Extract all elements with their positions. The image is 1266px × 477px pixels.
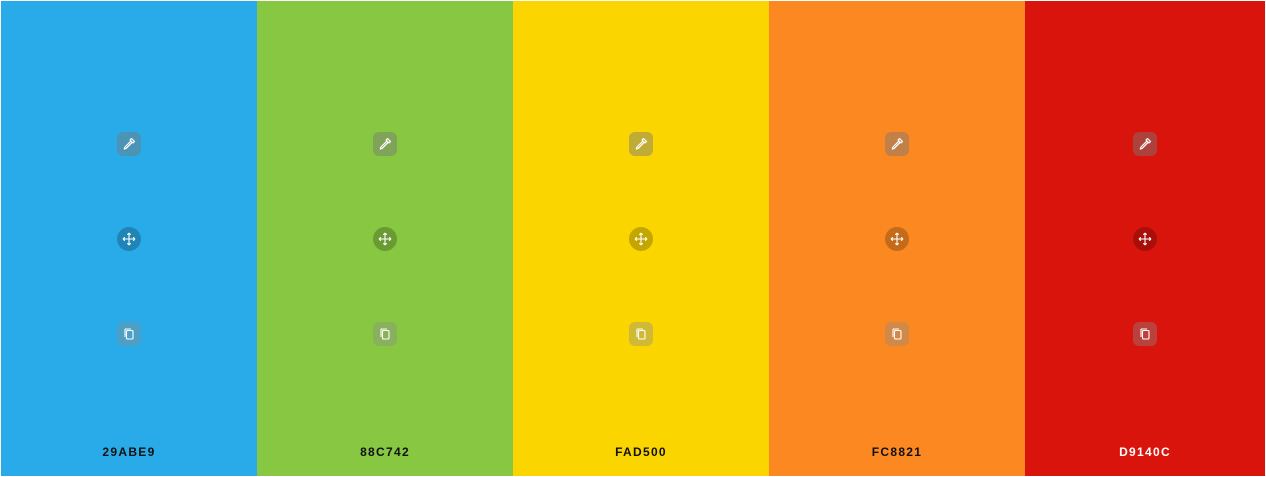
move-icon[interactable] bbox=[885, 227, 909, 251]
hex-code-label[interactable]: 29ABE9 bbox=[102, 445, 156, 459]
move-icon[interactable] bbox=[117, 227, 141, 251]
eyedropper-icon[interactable] bbox=[117, 132, 141, 156]
hex-code-label[interactable]: 88C742 bbox=[360, 445, 410, 459]
copy-icon[interactable] bbox=[629, 322, 653, 346]
copy-icon[interactable] bbox=[117, 322, 141, 346]
color-swatch[interactable]: FAD500 bbox=[513, 1, 769, 476]
hex-code-label[interactable]: FAD500 bbox=[615, 445, 667, 459]
color-swatch[interactable]: FC8821 bbox=[769, 1, 1025, 476]
eyedropper-icon[interactable] bbox=[885, 132, 909, 156]
color-swatch[interactable]: D9140C bbox=[1025, 1, 1265, 476]
copy-icon[interactable] bbox=[1133, 322, 1157, 346]
hex-code-label[interactable]: FC8821 bbox=[871, 445, 923, 459]
color-swatch[interactable]: 29ABE9 bbox=[1, 1, 257, 476]
eyedropper-icon[interactable] bbox=[629, 132, 653, 156]
copy-icon[interactable] bbox=[373, 322, 397, 346]
copy-icon[interactable] bbox=[885, 322, 909, 346]
eyedropper-icon[interactable] bbox=[1133, 132, 1157, 156]
hex-code-label[interactable]: D9140C bbox=[1119, 445, 1171, 459]
move-icon[interactable] bbox=[1133, 227, 1157, 251]
color-swatch[interactable]: 88C742 bbox=[257, 1, 513, 476]
eyedropper-icon[interactable] bbox=[373, 132, 397, 156]
move-icon[interactable] bbox=[373, 227, 397, 251]
move-icon[interactable] bbox=[629, 227, 653, 251]
